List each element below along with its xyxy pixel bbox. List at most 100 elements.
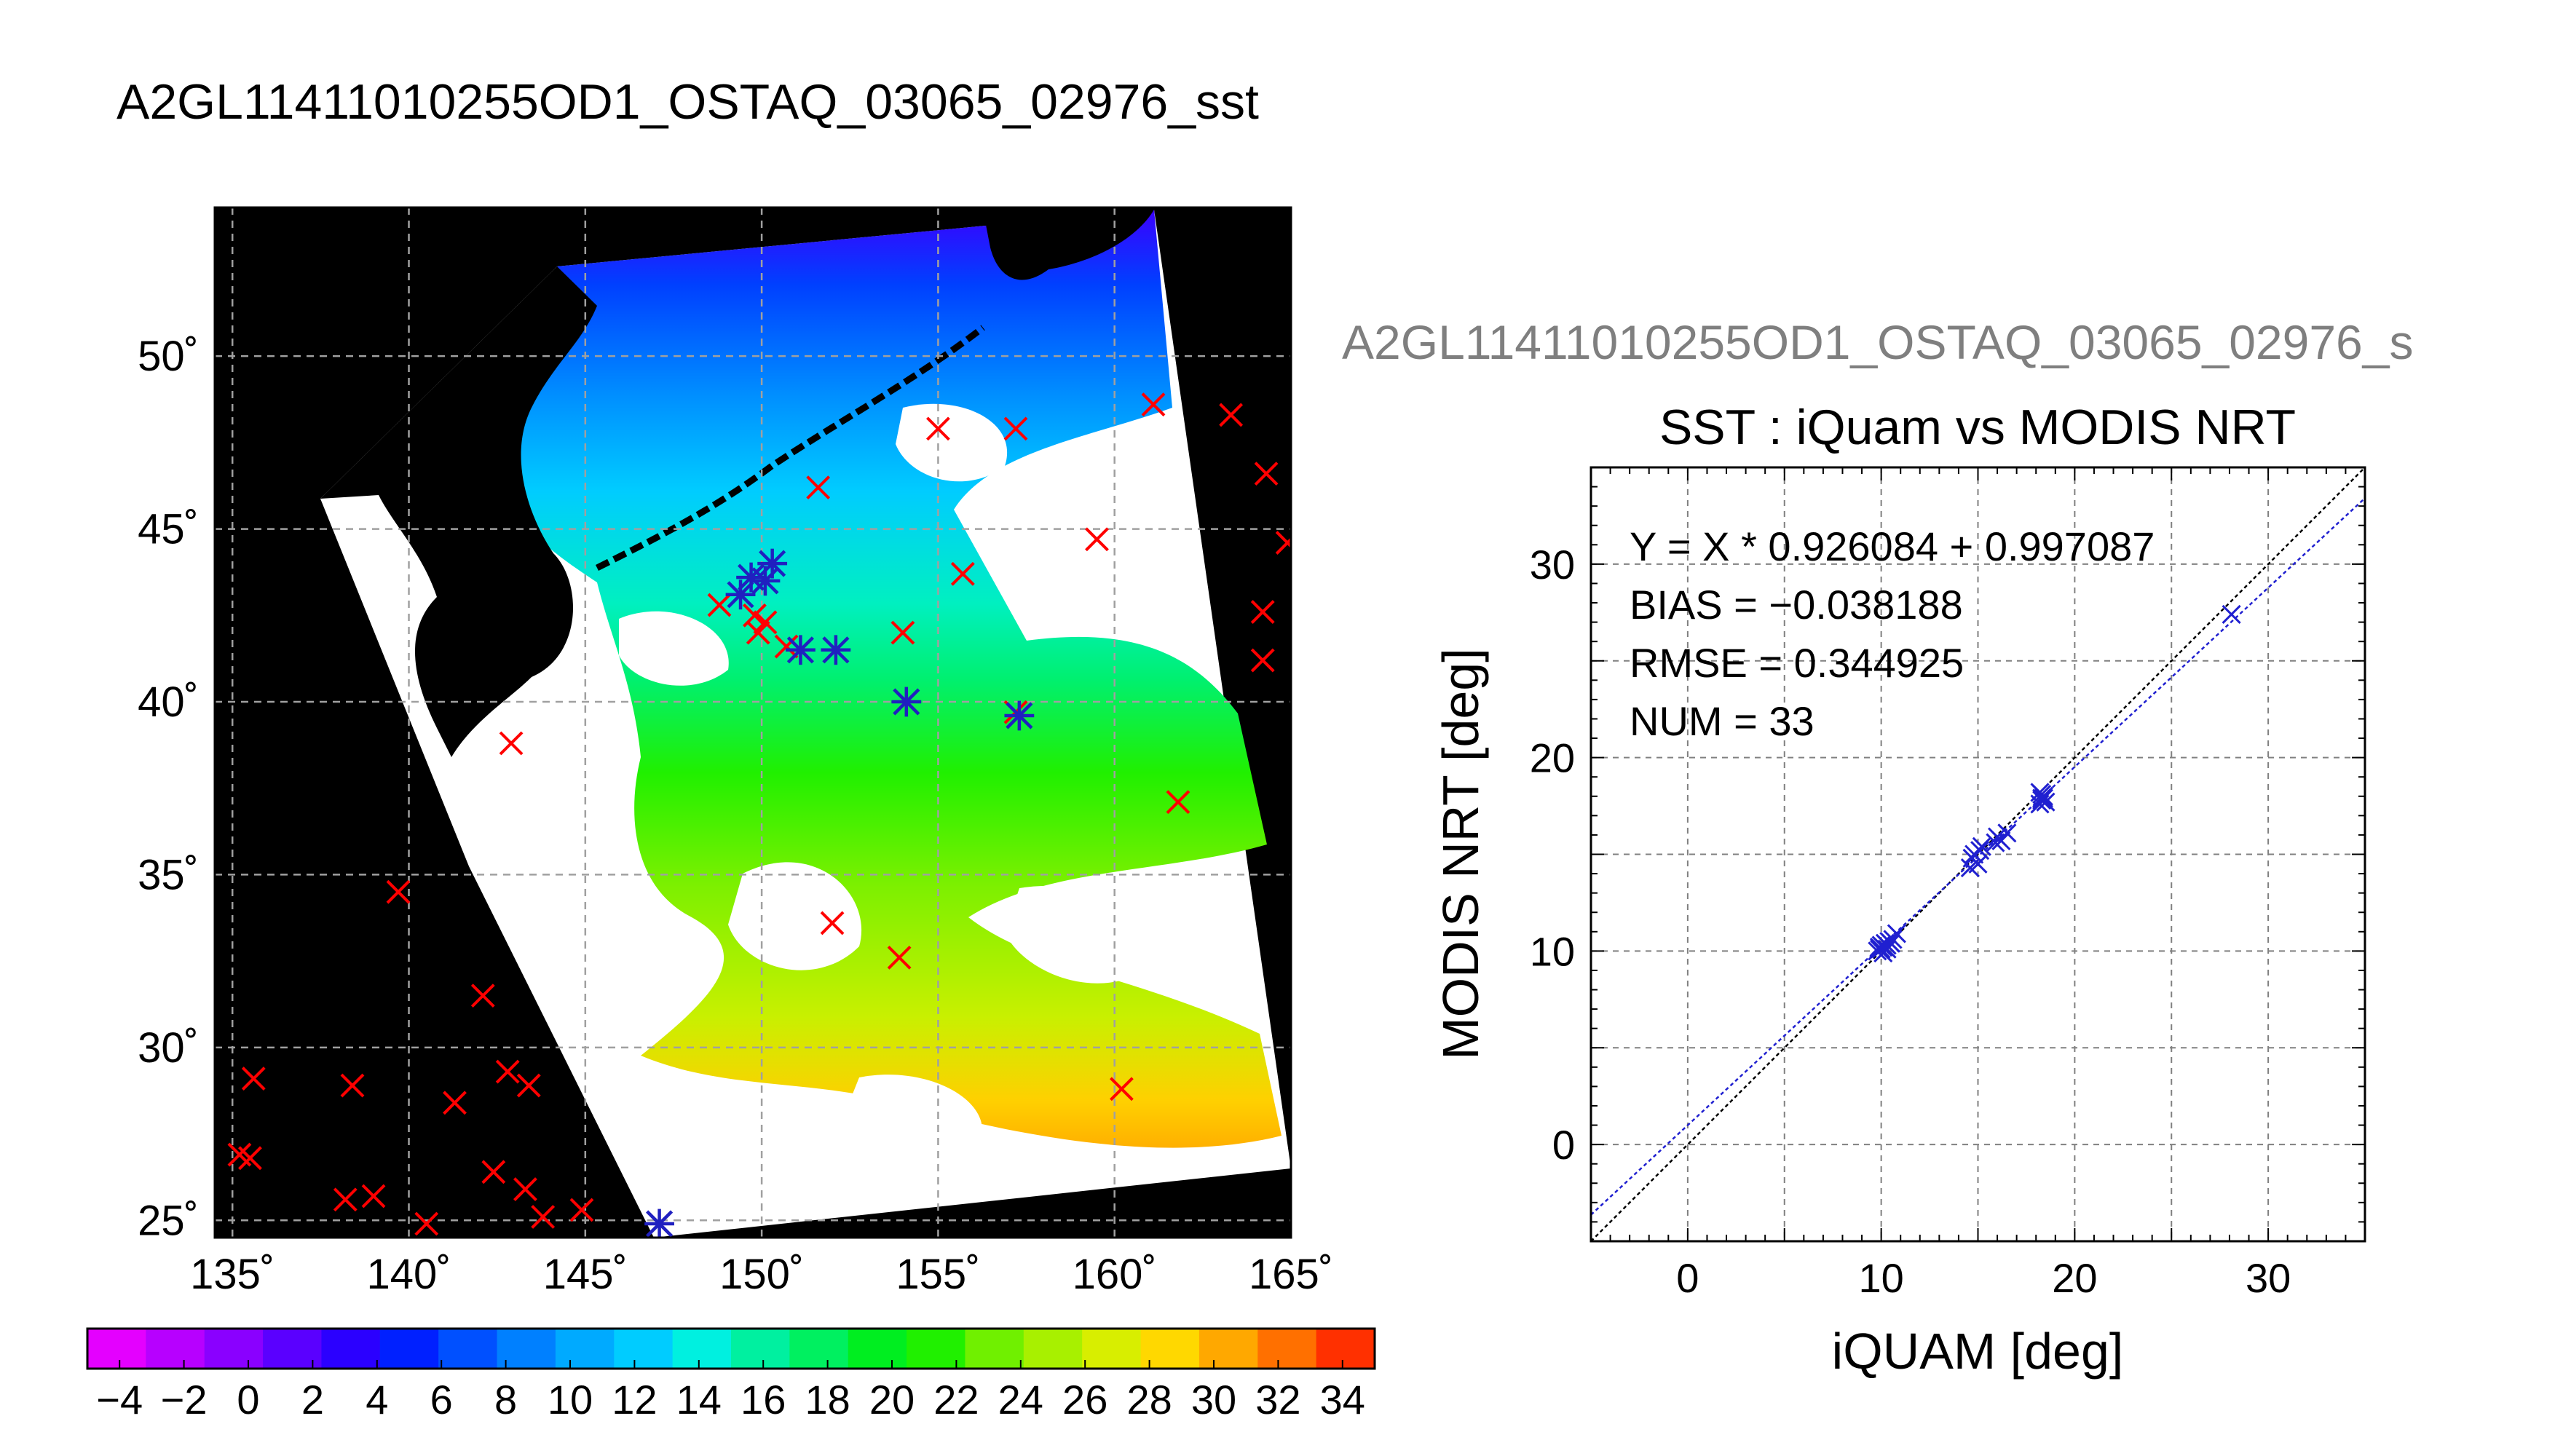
- colorbar-tick-label: 14: [676, 1377, 722, 1423]
- cloud-patch: [1005, 885, 1157, 984]
- matched-marker: [644, 1208, 674, 1238]
- in-situ-marker: [1109, 1077, 1134, 1101]
- x-tick-label: 0: [1676, 1255, 1699, 1301]
- colorbar-tick-label: 4: [366, 1377, 388, 1423]
- scatter-point: [1991, 831, 2011, 850]
- colorbar-tick-label: 0: [237, 1377, 259, 1423]
- in-situ-marker: [950, 561, 975, 586]
- in-situ-marker: [470, 984, 495, 1008]
- matched-marker: [757, 548, 788, 579]
- map-x-tick-label: 140˚: [366, 1251, 451, 1298]
- in-situ-marker: [1141, 392, 1166, 417]
- scatter-plot: [1590, 466, 2366, 1243]
- in-situ-marker: [340, 1073, 365, 1098]
- colorbar-tick-label: 8: [494, 1377, 517, 1423]
- colorbar-tick-label: 6: [430, 1377, 453, 1423]
- colorbar-segment: [614, 1329, 674, 1369]
- colorbar-segment: [555, 1329, 615, 1369]
- x-tick-label: 10: [1858, 1255, 1903, 1301]
- scatter-title: SST : iQuam vs MODIS NRT: [1659, 400, 2296, 455]
- map-x-tick-label: 145˚: [543, 1251, 628, 1298]
- colorbar-tick-label: 20: [869, 1377, 915, 1423]
- in-situ-marker: [241, 1067, 266, 1091]
- map-y-tick-label: 40˚: [138, 678, 199, 726]
- in-situ-marker: [333, 1187, 358, 1212]
- colorbar-segment: [1082, 1329, 1142, 1369]
- colorbar-segment: [848, 1329, 907, 1369]
- in-situ-marker: [707, 593, 732, 617]
- colorbar-segment: [672, 1329, 732, 1369]
- colorbar-segment: [379, 1329, 439, 1369]
- scatter-point: [1972, 836, 1991, 856]
- colorbar-segment: [965, 1329, 1024, 1369]
- scatter-point: [1869, 937, 1889, 957]
- in-situ-marker: [513, 1177, 537, 1201]
- colorbar-tick-label: 18: [805, 1377, 850, 1423]
- in-situ-marker: [443, 1091, 467, 1115]
- map-x-tick-label: 165˚: [1249, 1251, 1333, 1298]
- in-situ-marker: [1254, 462, 1279, 486]
- y-tick-label: 0: [1552, 1122, 1575, 1168]
- in-situ-marker: [753, 610, 778, 635]
- colorbar-segment: [438, 1329, 498, 1369]
- x-tick-label: 30: [2246, 1255, 2291, 1301]
- colorbar-tick-label: 12: [612, 1377, 657, 1423]
- in-situ-marker: [806, 475, 831, 500]
- in-situ-marker: [531, 1205, 556, 1229]
- matched-marker: [725, 579, 756, 610]
- colorbar-segment: [87, 1329, 146, 1369]
- land-kuril-chain: [595, 325, 985, 571]
- map-x-tick-label: 150˚: [719, 1251, 804, 1298]
- in-situ-marker: [887, 945, 912, 970]
- colorbar-tick-label: −2: [161, 1377, 208, 1423]
- in-situ-marker: [1250, 648, 1275, 673]
- in-situ-marker: [414, 1211, 439, 1236]
- colorbar-segment: [146, 1329, 205, 1369]
- colorbar-tick-label: 2: [301, 1377, 324, 1423]
- colorbar-segment: [1140, 1329, 1200, 1369]
- in-situ-marker: [891, 620, 915, 645]
- scatter-point: [1986, 833, 2005, 852]
- bias-stat: BIAS = −0.038188: [1630, 582, 1963, 628]
- x-axis-label: iQUAM [deg]: [1832, 1323, 2124, 1380]
- map-y-tick-label: 50˚: [138, 333, 199, 380]
- in-situ-marker: [1250, 600, 1275, 624]
- in-situ-marker: [1219, 403, 1244, 427]
- scatter-point: [2222, 604, 2241, 625]
- colorbar-tick-label: 10: [548, 1377, 593, 1423]
- in-situ-marker: [481, 1160, 506, 1184]
- in-situ-marker: [1166, 790, 1190, 815]
- in-situ-marker: [499, 731, 524, 756]
- num-stat: NUM = 33: [1630, 698, 1814, 744]
- in-situ-marker: [386, 879, 411, 904]
- map-y-tick-label: 25˚: [138, 1197, 199, 1244]
- colorbar-segment: [1316, 1329, 1375, 1369]
- map-y-tick-label: 45˚: [138, 506, 199, 553]
- colorbar-tick-label: 26: [1062, 1377, 1107, 1423]
- colorbar-tick-label: 16: [741, 1377, 786, 1423]
- scatter-point: [1877, 935, 1897, 955]
- rmse-stat: RMSE = 0.344925: [1630, 640, 1964, 686]
- y-tick-label: 30: [1530, 542, 1575, 587]
- scatter-point: [1877, 939, 1897, 959]
- colorbar-tick-label: 28: [1126, 1377, 1172, 1423]
- colorbar-segment: [731, 1329, 790, 1369]
- x-tick-label: 20: [2052, 1255, 2097, 1301]
- in-situ-marker: [1003, 416, 1028, 441]
- colorbar-segment: [1023, 1329, 1083, 1369]
- map-y-tick-label: 30˚: [138, 1024, 199, 1072]
- scatter-point: [2032, 788, 2052, 808]
- scatter-point: [2034, 788, 2053, 808]
- colorbar-tick-label: 30: [1191, 1377, 1236, 1423]
- in-situ-marker: [774, 634, 799, 659]
- fit-statistics: Y = X * 0.926084 + 0.997087 BIAS = −0.03…: [1630, 523, 2155, 744]
- in-situ-marker: [361, 1184, 386, 1208]
- y-tick-label: 10: [1530, 928, 1575, 974]
- map-x-tick-label: 155˚: [896, 1251, 980, 1298]
- map-frame: [213, 206, 1292, 1239]
- scatter-point: [1881, 933, 1900, 953]
- y-tick-label: 20: [1530, 735, 1575, 781]
- in-situ-marker: [516, 1073, 541, 1098]
- main-title: A2GL11411010255OD1_OSTAQ_03065_02976_sst: [117, 74, 1259, 130]
